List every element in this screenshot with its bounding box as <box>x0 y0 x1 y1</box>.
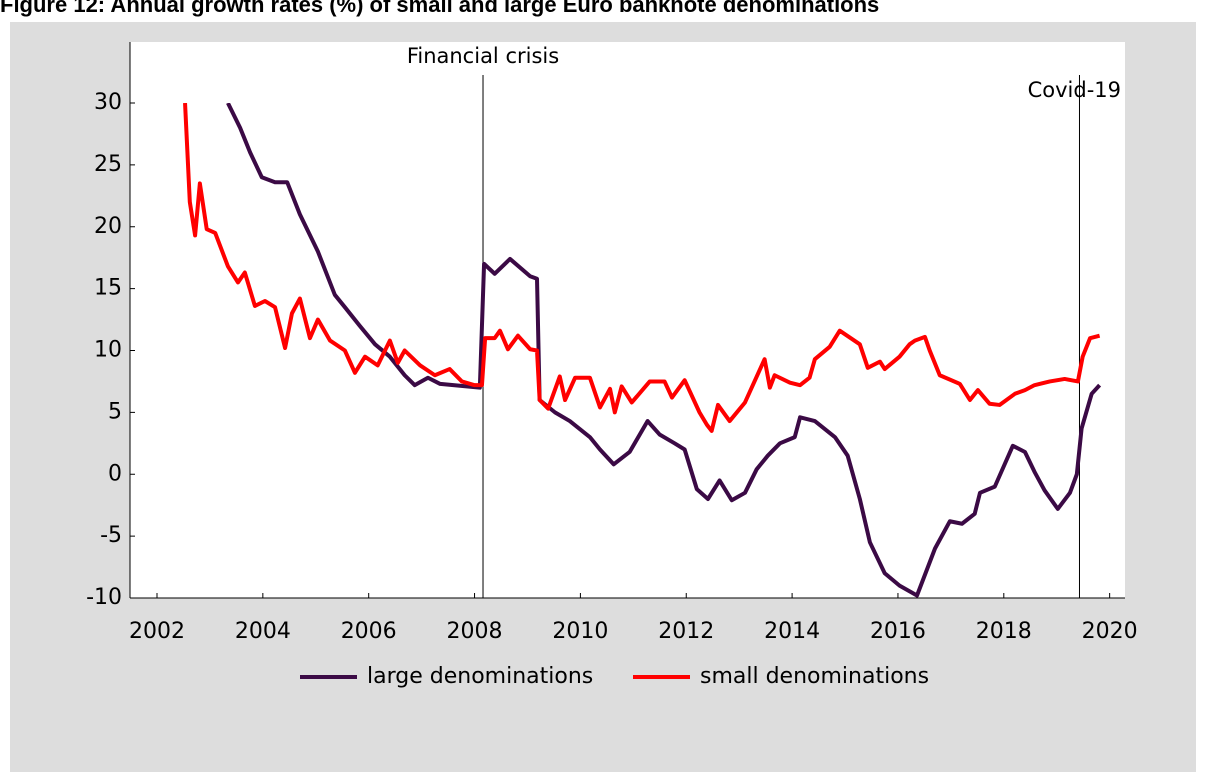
x-tick-label: 2014 <box>764 619 820 644</box>
y-tick-label: 20 <box>94 214 122 239</box>
y-tick-label: 5 <box>108 399 122 424</box>
y-tick-label: 15 <box>94 276 122 301</box>
y-tick-label: 25 <box>94 152 122 177</box>
y-tick-label: -5 <box>100 523 122 548</box>
annotation: Financial crisis <box>407 44 559 68</box>
y-tick-label: 0 <box>108 461 122 486</box>
annotation: Covid-19 <box>1028 78 1121 102</box>
x-tick-label: 2010 <box>552 619 608 644</box>
series-line <box>183 103 1101 433</box>
x-tick-label: 2018 <box>976 619 1032 644</box>
x-tick-label: 2012 <box>658 619 714 644</box>
plot-area <box>130 42 1125 598</box>
y-tick-label: 10 <box>94 338 122 363</box>
legend-label: small denominations <box>700 664 929 689</box>
x-tick-label: 2006 <box>341 619 397 644</box>
chart-title: Figure 12: Annual growth rates (%) of sm… <box>0 0 879 17</box>
lines <box>183 103 1102 598</box>
x-tick-label: 2016 <box>870 619 926 644</box>
legend-label: large denominations <box>367 664 593 689</box>
y-tick-label: -10 <box>86 585 122 610</box>
x-tick-label: 2002 <box>129 619 185 644</box>
series-line <box>226 103 1102 598</box>
x-tick-label: 2008 <box>447 619 503 644</box>
y-tick-label: 30 <box>94 90 122 115</box>
x-tick-label: 2004 <box>235 619 291 644</box>
x-tick-label: 2020 <box>1082 619 1138 644</box>
